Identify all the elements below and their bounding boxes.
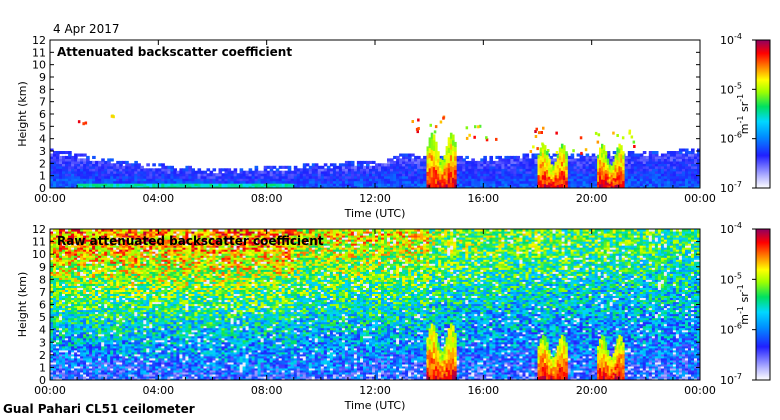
x-axis-label: Time (UTC) bbox=[344, 207, 406, 220]
x-tick-label: 04:00 bbox=[142, 384, 174, 397]
cloud-layer bbox=[77, 120, 88, 126]
colorbar-label: m-1 sr-1 bbox=[736, 94, 751, 134]
y-tick-label: 10 bbox=[32, 59, 46, 72]
y-tick-label: 1 bbox=[39, 361, 46, 374]
y-tick-label: 10 bbox=[32, 248, 46, 261]
colorbar-tick-label: 10-7 bbox=[720, 180, 742, 195]
y-axis-label: Height (km) bbox=[16, 272, 29, 338]
x-tick-label: 12:00 bbox=[359, 384, 391, 397]
x-tick-label: 20:00 bbox=[576, 384, 608, 397]
y-tick-label: 5 bbox=[39, 120, 46, 133]
y-tick-label: 0 bbox=[39, 182, 46, 195]
x-tick-label: 00:00 bbox=[684, 384, 716, 397]
colorbar-tick-label: 10-6 bbox=[720, 322, 742, 337]
x-tick-label: 16:00 bbox=[467, 192, 499, 205]
y-tick-label: 7 bbox=[39, 286, 46, 299]
colorbar-tick-label: 10-5 bbox=[720, 271, 742, 286]
cloud-layer bbox=[110, 114, 115, 119]
y-tick-label: 12 bbox=[32, 34, 46, 47]
y-tick-label: 11 bbox=[32, 46, 46, 59]
panel-title: Raw attenuated backscatter coefficient bbox=[57, 234, 324, 248]
x-tick-label: 20:00 bbox=[576, 192, 608, 205]
x-tick-label: 08:00 bbox=[251, 384, 283, 397]
y-tick-label: 6 bbox=[39, 108, 46, 121]
y-tick-label: 3 bbox=[39, 336, 46, 349]
rain-shaft bbox=[426, 323, 457, 380]
panel-title: Attenuated backscatter coefficient bbox=[57, 45, 292, 59]
colorbar-tick-label: 10-4 bbox=[720, 221, 742, 236]
colorbar-tick-label: 10-7 bbox=[720, 372, 742, 387]
y-tick-label: 2 bbox=[39, 349, 46, 362]
y-tick-label: 8 bbox=[39, 83, 46, 96]
colorbar bbox=[755, 39, 771, 189]
y-tick-label: 3 bbox=[39, 145, 46, 158]
y-tick-label: 9 bbox=[39, 71, 46, 84]
colorbar bbox=[755, 228, 771, 381]
y-axis-label: Height (km) bbox=[16, 81, 29, 147]
x-tick-label: 04:00 bbox=[142, 192, 174, 205]
heatmap bbox=[50, 229, 700, 380]
x-tick-label: 00:00 bbox=[34, 384, 66, 397]
panel-raw-attenuated-backscatter: Raw attenuated backscatter coefficient01… bbox=[16, 221, 771, 412]
cloud-layer bbox=[529, 126, 588, 155]
y-tick-label: 8 bbox=[39, 273, 46, 286]
cloud-layer bbox=[411, 115, 446, 134]
y-tick-label: 12 bbox=[32, 223, 46, 236]
x-tick-label: 12:00 bbox=[359, 192, 391, 205]
colorbar-label: m-1 sr-1 bbox=[736, 284, 751, 324]
y-tick-label: 4 bbox=[39, 324, 46, 337]
x-tick-label: 16:00 bbox=[467, 384, 499, 397]
panel-attenuated-backscatter: Attenuated backscatter coefficient012345… bbox=[16, 32, 771, 220]
cloud-layer bbox=[465, 124, 498, 142]
rain-shaft bbox=[597, 143, 625, 188]
colorbar-tick-label: 10-5 bbox=[720, 81, 742, 96]
date-label: 4 Apr 2017 bbox=[53, 22, 120, 36]
rain-shaft bbox=[597, 334, 625, 380]
y-tick-label: 11 bbox=[32, 236, 46, 249]
y-tick-label: 1 bbox=[39, 170, 46, 183]
y-tick-label: 0 bbox=[39, 374, 46, 387]
x-tick-label: 00:00 bbox=[34, 192, 66, 205]
y-tick-label: 4 bbox=[39, 133, 46, 146]
heatmap bbox=[50, 114, 700, 188]
colorbar-tick-label: 10-4 bbox=[720, 32, 742, 47]
y-tick-label: 9 bbox=[39, 261, 46, 274]
x-tick-label: 08:00 bbox=[251, 192, 283, 205]
y-tick-label: 6 bbox=[39, 299, 46, 312]
rain-shaft bbox=[537, 334, 568, 380]
y-tick-label: 2 bbox=[39, 157, 46, 170]
instrument-footer: Gual Pahari CL51 ceilometer bbox=[3, 402, 195, 416]
colorbar-tick-label: 10-6 bbox=[720, 131, 742, 146]
x-axis-label: Time (UTC) bbox=[344, 399, 406, 412]
y-tick-label: 7 bbox=[39, 96, 46, 109]
y-tick-label: 5 bbox=[39, 311, 46, 324]
x-tick-label: 00:00 bbox=[684, 192, 716, 205]
rain-shaft bbox=[537, 143, 568, 188]
rain-shaft bbox=[426, 132, 457, 188]
